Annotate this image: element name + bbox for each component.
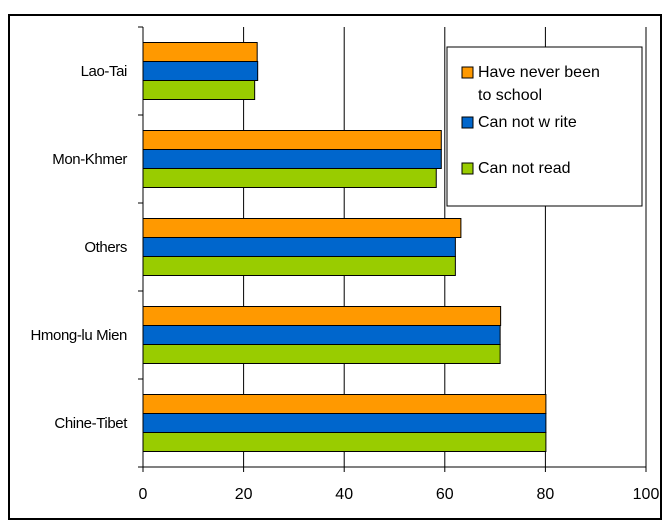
bar <box>142 130 442 150</box>
legend-label: to school <box>478 87 542 104</box>
legend-swatch <box>461 66 474 79</box>
bar <box>142 344 501 364</box>
bar <box>142 80 256 100</box>
x-tick-label: 20 <box>235 486 253 503</box>
bar <box>142 218 462 238</box>
bar <box>142 149 442 169</box>
x-tick-label: 0 <box>139 486 148 503</box>
bar <box>142 413 547 433</box>
legend-box <box>446 46 643 207</box>
bar <box>142 168 437 188</box>
category-label: Hmong-lu Mien <box>30 327 127 344</box>
axes <box>138 26 647 472</box>
bars <box>142 42 547 452</box>
bar <box>142 432 547 452</box>
x-tick-label: 100 <box>633 486 660 503</box>
legend-swatch <box>461 116 474 129</box>
bar <box>142 237 456 257</box>
x-tick-label: 60 <box>436 486 454 503</box>
bar <box>142 42 258 62</box>
legend-label: Have never been <box>478 64 600 81</box>
category-label: Others <box>84 239 127 256</box>
legend: Have never been to school Can not w rite Ca… <box>446 46 643 207</box>
bar <box>142 306 502 326</box>
category-label: Lao-Tai <box>81 63 127 80</box>
bar <box>142 61 259 81</box>
x-tick-label: 40 <box>335 486 353 503</box>
bar <box>142 394 547 414</box>
legend-swatch <box>461 162 474 175</box>
category-label: Mon-Khmer <box>52 151 127 168</box>
category-labels: Lao-Tai Mon-Khmer Others Hmong-lu Mien Chine… <box>30 63 128 432</box>
legend-label: Can not read <box>478 160 571 177</box>
category-label: Chine-Tibet <box>54 415 128 432</box>
x-tick-label: 80 <box>537 486 555 503</box>
x-tick-labels: 0 20 40 60 80 100 <box>139 486 660 503</box>
bar <box>142 325 501 345</box>
legend-label: Can not w rite <box>478 114 577 131</box>
bar <box>142 256 456 276</box>
